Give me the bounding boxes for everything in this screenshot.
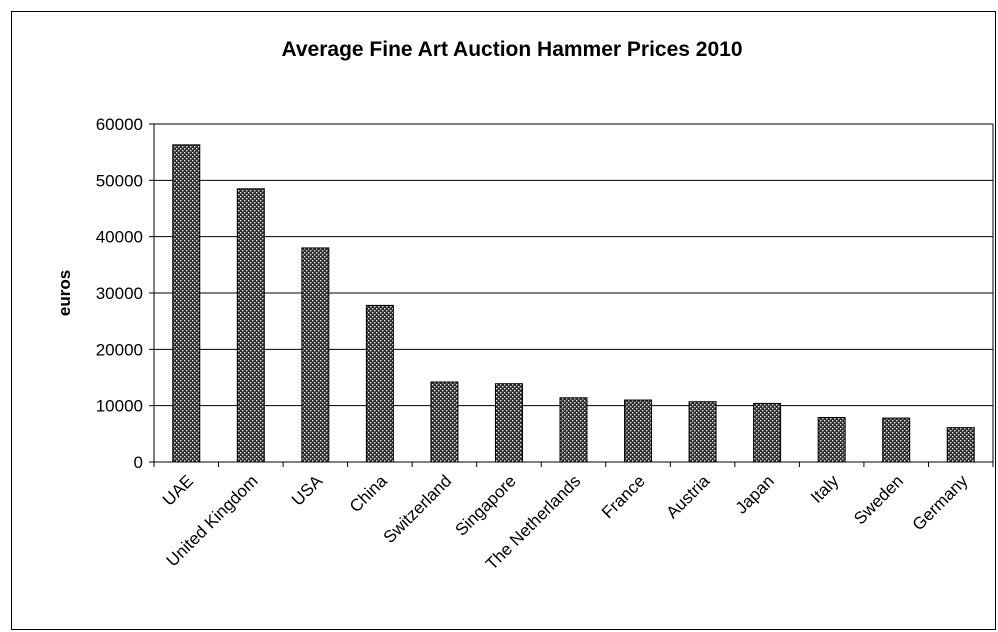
bar: [301, 247, 330, 463]
x-tick-label: Austria: [663, 471, 714, 522]
bar: [624, 399, 653, 463]
bar: [172, 144, 201, 463]
y-axis-label: euros: [55, 270, 74, 316]
y-tick-label: 10000: [96, 397, 143, 416]
bars: [172, 144, 975, 463]
bar: [236, 188, 265, 463]
y-tick-label: 40000: [96, 228, 143, 247]
x-tick-label: Switzerland: [380, 471, 456, 547]
x-tick-label: Germany: [909, 471, 972, 534]
axes: [149, 123, 994, 467]
bar: [494, 383, 523, 463]
y-tick-label: 50000: [96, 171, 143, 190]
bar: [753, 402, 782, 463]
y-tick-label: 60000: [96, 115, 143, 134]
x-tick-label: France: [598, 471, 649, 522]
y-tick-label: 30000: [96, 284, 143, 303]
x-tick-label: UAE: [159, 471, 197, 509]
bar: [946, 427, 975, 463]
bar: [559, 397, 588, 463]
y-tick-label: 0: [134, 453, 143, 472]
bar: [365, 304, 394, 463]
gridlines: [154, 123, 994, 462]
bar: [817, 416, 846, 463]
x-tick-label: China: [346, 471, 391, 516]
bar: [430, 381, 459, 463]
x-tick-label: Japan: [732, 471, 778, 517]
x-tick-label: Italy: [807, 471, 843, 507]
x-tick-label: Sweden: [850, 471, 907, 528]
y-tick-labels: 0 10000 20000 30000 40000 50000 60000: [96, 115, 143, 472]
bar: [688, 401, 717, 463]
chart-title: Average Fine Art Auction Hammer Prices 2…: [281, 38, 742, 61]
y-tick-label: 20000: [96, 340, 143, 359]
x-tick-label: USA: [288, 471, 327, 510]
x-tick-label: Singapore: [452, 471, 520, 539]
bar: [882, 417, 911, 463]
